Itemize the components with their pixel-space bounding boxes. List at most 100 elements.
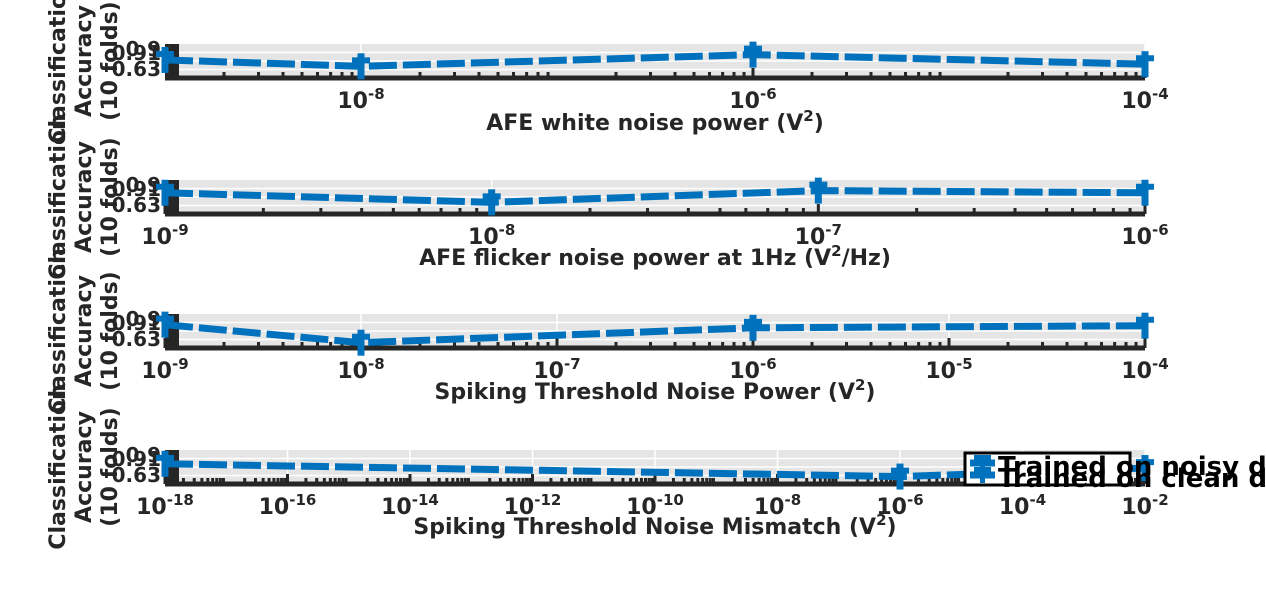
y-axis-label: (10 folds) xyxy=(98,1,123,120)
x-tick-exponent: -7 xyxy=(564,355,581,373)
x-tick-base: 10 xyxy=(729,89,760,114)
series-line xyxy=(164,187,1146,206)
x-tick-exponent: -4 xyxy=(1152,355,1169,373)
y-axis-label: Classification xyxy=(46,248,71,413)
y-axis-label: Accuracy xyxy=(72,275,97,387)
y-axis-label: Classification xyxy=(46,0,71,144)
x-tick-label: 10-5 xyxy=(925,355,972,384)
y-axis-label: (10 folds) xyxy=(98,407,123,526)
x-tick-base: 10 xyxy=(136,495,167,520)
subplot-4: 10-18 10-16 10-14 10-12 10-10 10-8 10-6 10-4 10-… xyxy=(46,384,1266,549)
legend-label: Trained on noisy data xyxy=(998,452,1266,482)
y-tick-label: 0.63 xyxy=(112,327,161,351)
x-axis-label: AFE flicker noise power at 1Hz (V2/Hz) xyxy=(419,242,891,271)
x-tick-exponent: -9 xyxy=(172,355,189,373)
y-tick-label: 0.9 xyxy=(126,173,161,197)
x-tick-base: 10 xyxy=(533,359,564,384)
x-tick-exponent: -14 xyxy=(412,491,439,509)
x-axis-label: AFE white noise power (V2) xyxy=(486,107,824,136)
x-tick-label: 10-4 xyxy=(999,491,1046,520)
x-tick-base: 10 xyxy=(754,495,785,520)
x-tick-base: 10 xyxy=(1121,495,1152,520)
y-tick-label: 0.91 xyxy=(112,447,161,471)
x-tick-base: 10 xyxy=(504,495,535,520)
x-tick-label: 10-18 xyxy=(136,491,194,520)
x-tick-label: 10-9 xyxy=(141,355,188,384)
x-tick-exponent: -6 xyxy=(760,355,777,373)
x-tick-base: 10 xyxy=(626,495,657,520)
x-tick-label: 10-4 xyxy=(1121,85,1168,114)
y-tick-label: 0.63 xyxy=(112,463,161,487)
x-tick-label: 10-8 xyxy=(337,355,384,384)
y-tick-label: 0.91 xyxy=(112,41,161,65)
x-tick-base: 10 xyxy=(729,359,760,384)
x-tick-exponent: -16 xyxy=(289,491,316,509)
x-tick-base: 10 xyxy=(141,359,172,384)
x-tick-label: 10-7 xyxy=(795,221,842,250)
y-tick-label: 0.9 xyxy=(126,443,161,467)
x-tick-exponent: -8 xyxy=(499,221,516,239)
x-tick-label: 10-8 xyxy=(468,221,515,250)
x-tick-base: 10 xyxy=(468,225,499,250)
x-tick-exponent: -6 xyxy=(907,491,924,509)
x-tick-label: 10-6 xyxy=(729,355,776,384)
x-tick-label: 10-10 xyxy=(626,491,684,520)
x-tick-label: 10-6 xyxy=(876,491,923,520)
x-tick-base: 10 xyxy=(141,225,172,250)
x-tick-exponent: -18 xyxy=(167,491,194,509)
x-tick-label: 10-2 xyxy=(1121,491,1168,520)
x-tick-exponent: -8 xyxy=(368,85,385,103)
x-tick-base: 10 xyxy=(337,89,368,114)
x-tick-base: 10 xyxy=(925,359,956,384)
y-axis-label: Accuracy xyxy=(72,141,97,253)
y-axis-label: Accuracy xyxy=(72,411,97,523)
y-axis-label: Classification xyxy=(46,384,71,549)
x-tick-label: 10-7 xyxy=(533,355,580,384)
x-tick-exponent: -5 xyxy=(956,355,973,373)
series-line xyxy=(164,51,1146,70)
x-tick-label: 10-6 xyxy=(729,85,776,114)
x-tick-label: 10-9 xyxy=(141,221,188,250)
y-tick-label: 0.91 xyxy=(112,311,161,335)
x-tick-base: 10 xyxy=(337,359,368,384)
x-tick-label: 10-12 xyxy=(504,491,562,520)
x-tick-base: 10 xyxy=(1121,359,1152,384)
legend-marker xyxy=(974,455,991,471)
x-tick-exponent: -9 xyxy=(172,221,189,239)
y-axis-label: Classification xyxy=(46,114,71,279)
y-tick-label: 0.9 xyxy=(126,307,161,331)
x-tick-exponent: -12 xyxy=(534,491,561,509)
legend-label: Trained on clean data xyxy=(998,464,1266,494)
y-axis-label: (10 folds) xyxy=(98,137,123,256)
legend: Trained on noisy dataTrained on clean da… xyxy=(963,451,1266,494)
x-tick-base: 10 xyxy=(259,495,290,520)
x-tick-exponent: -4 xyxy=(1029,491,1046,509)
y-tick-label: 0.9 xyxy=(126,37,161,61)
x-tick-label: 10-6 xyxy=(1121,221,1168,250)
legend-box xyxy=(963,451,1132,487)
x-tick-base: 10 xyxy=(1121,89,1152,114)
subplot-3: 10-9 10-8 10-7 10-6 10-5 10-40.630.90.91Spiki… xyxy=(46,248,1169,413)
x-axis-label: Spiking Threshold Noise Mismatch (V2) xyxy=(413,511,896,540)
x-axis-label: Spiking Threshold Noise Power (V2) xyxy=(435,376,876,405)
x-tick-exponent: -6 xyxy=(760,85,777,103)
x-tick-base: 10 xyxy=(381,495,412,520)
series-line xyxy=(164,321,1146,347)
x-tick-label: 10-16 xyxy=(259,491,317,520)
x-tick-label: 10-4 xyxy=(1121,355,1168,384)
x-tick-base: 10 xyxy=(876,495,907,520)
y-tick-label: 0.63 xyxy=(112,193,161,217)
legend-marker xyxy=(974,467,991,483)
x-tick-exponent: -8 xyxy=(784,491,801,509)
x-tick-base: 10 xyxy=(1121,225,1152,250)
x-tick-label: 10-14 xyxy=(381,491,439,520)
x-tick-exponent: -8 xyxy=(368,355,385,373)
x-tick-exponent: -4 xyxy=(1152,85,1169,103)
x-tick-label: 10-8 xyxy=(754,491,801,520)
x-tick-exponent: -6 xyxy=(1152,221,1169,239)
y-tick-label: 0.63 xyxy=(112,57,161,81)
x-tick-exponent: -7 xyxy=(825,221,842,239)
